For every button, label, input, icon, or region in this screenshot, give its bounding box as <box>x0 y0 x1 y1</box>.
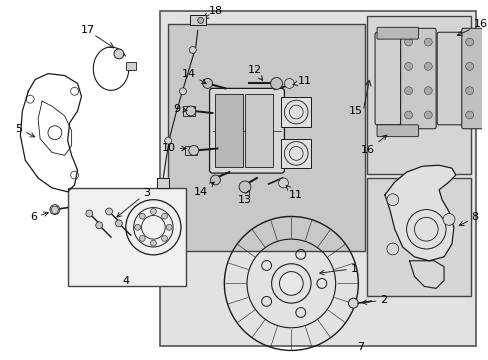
Circle shape <box>284 78 294 88</box>
FancyBboxPatch shape <box>209 88 284 173</box>
Circle shape <box>179 88 186 95</box>
Bar <box>125 62 135 69</box>
Bar <box>168 24 365 251</box>
Polygon shape <box>384 165 455 261</box>
Circle shape <box>185 106 195 116</box>
Circle shape <box>424 87 431 95</box>
Text: 18: 18 <box>208 5 222 15</box>
Circle shape <box>161 235 167 242</box>
Text: 16: 16 <box>360 135 386 156</box>
FancyBboxPatch shape <box>374 32 400 125</box>
Text: 12: 12 <box>247 65 262 80</box>
Circle shape <box>164 137 171 144</box>
Text: 10: 10 <box>162 144 186 153</box>
Circle shape <box>166 224 172 230</box>
Text: 7: 7 <box>356 342 363 352</box>
Text: 2: 2 <box>361 295 386 305</box>
Circle shape <box>139 235 145 242</box>
Text: 15: 15 <box>348 106 363 116</box>
Circle shape <box>404 62 412 70</box>
Circle shape <box>424 62 431 70</box>
Circle shape <box>189 46 196 53</box>
FancyBboxPatch shape <box>376 27 418 39</box>
Bar <box>366 17 469 174</box>
Circle shape <box>404 87 412 95</box>
FancyBboxPatch shape <box>461 28 488 129</box>
Circle shape <box>424 111 431 119</box>
Text: 5: 5 <box>16 124 35 137</box>
Circle shape <box>424 38 431 46</box>
Text: 16: 16 <box>456 19 487 36</box>
Circle shape <box>134 224 141 230</box>
Text: 6: 6 <box>30 212 48 222</box>
Bar <box>244 94 272 167</box>
FancyBboxPatch shape <box>376 125 418 137</box>
Circle shape <box>279 272 303 295</box>
Text: 3: 3 <box>117 188 150 217</box>
Circle shape <box>348 298 358 308</box>
Circle shape <box>485 62 488 70</box>
Circle shape <box>105 208 112 215</box>
Bar <box>160 10 475 346</box>
FancyBboxPatch shape <box>436 32 462 125</box>
Circle shape <box>239 181 250 193</box>
Bar <box>189 15 205 25</box>
Circle shape <box>210 175 220 185</box>
Bar <box>157 178 169 188</box>
Circle shape <box>270 77 282 89</box>
Polygon shape <box>409 261 443 288</box>
Circle shape <box>96 222 102 229</box>
Circle shape <box>386 194 398 206</box>
Circle shape <box>465 87 472 95</box>
Circle shape <box>161 213 167 219</box>
Circle shape <box>442 213 454 225</box>
Text: 9: 9 <box>173 104 187 114</box>
Bar <box>281 139 310 168</box>
Circle shape <box>188 145 198 156</box>
Bar <box>215 94 243 167</box>
Circle shape <box>115 220 122 227</box>
Circle shape <box>150 240 156 246</box>
Circle shape <box>197 17 203 23</box>
Circle shape <box>114 49 123 59</box>
Bar <box>281 97 310 127</box>
Bar <box>366 178 469 296</box>
Text: 1: 1 <box>319 264 357 275</box>
Circle shape <box>465 62 472 70</box>
Circle shape <box>278 178 288 188</box>
Circle shape <box>139 213 145 219</box>
Bar <box>183 106 194 116</box>
Bar <box>184 145 196 156</box>
Circle shape <box>86 210 93 217</box>
Circle shape <box>485 111 488 119</box>
Circle shape <box>386 243 398 255</box>
Circle shape <box>485 38 488 46</box>
Circle shape <box>202 78 212 88</box>
Text: 14: 14 <box>181 69 206 84</box>
Text: 4: 4 <box>122 276 129 287</box>
Circle shape <box>404 111 412 119</box>
Circle shape <box>404 38 412 46</box>
FancyBboxPatch shape <box>400 28 435 129</box>
Text: 14: 14 <box>193 182 214 197</box>
Bar <box>67 188 185 287</box>
Circle shape <box>485 87 488 95</box>
Circle shape <box>150 208 156 215</box>
Text: 11: 11 <box>285 186 302 200</box>
Circle shape <box>50 204 60 215</box>
Circle shape <box>465 38 472 46</box>
Text: 17: 17 <box>80 25 94 35</box>
Text: 13: 13 <box>238 190 251 205</box>
Text: 11: 11 <box>292 76 311 86</box>
Text: 8: 8 <box>458 212 478 226</box>
Circle shape <box>465 111 472 119</box>
